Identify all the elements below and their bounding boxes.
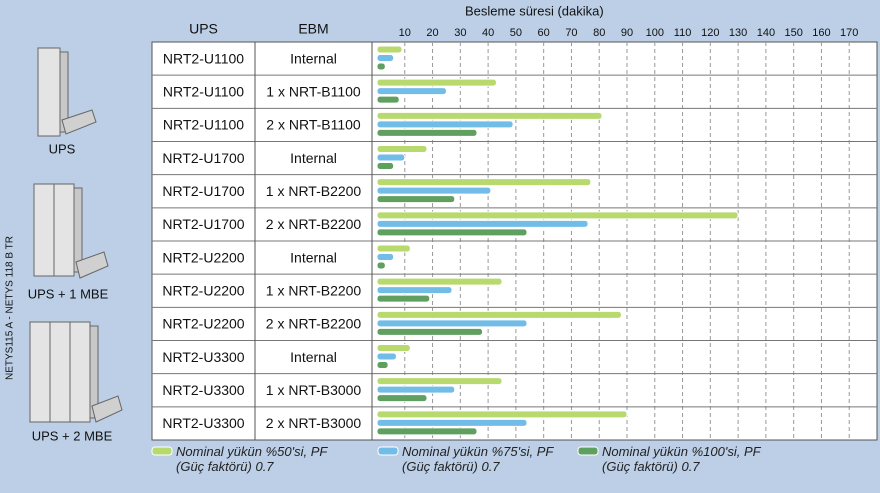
- bar: [376, 87, 447, 96]
- bar: [376, 394, 428, 403]
- legend-swatch: [151, 446, 173, 456]
- bar: [376, 228, 528, 237]
- row-cell: NRT2-U1700: [162, 150, 244, 166]
- x-tick-label: 150: [784, 27, 802, 39]
- bar: [376, 128, 478, 137]
- row-cell: 1 x NRT-B2200: [266, 282, 362, 298]
- row-cell: Internal: [290, 150, 337, 166]
- bar: [376, 162, 395, 170]
- row-cell: 1 x NRT-B1100: [266, 83, 361, 99]
- x-tick-label: 170: [840, 27, 858, 39]
- row-cell: 1 x NRT-B3000: [266, 382, 362, 398]
- x-tick-label: 50: [510, 27, 522, 39]
- bar: [376, 261, 386, 270]
- bar: [376, 45, 403, 54]
- bar: [376, 344, 411, 352]
- bar: [376, 111, 603, 120]
- x-tick-label: 140: [757, 27, 775, 39]
- bar: [376, 145, 428, 153]
- row-cell: NRT2-U1100: [163, 50, 244, 66]
- bar: [376, 319, 528, 328]
- row-cell: 1 x NRT-B2200: [266, 183, 362, 199]
- ups-mbe1-icon: [33, 183, 109, 279]
- x-tick-label: 110: [674, 27, 692, 39]
- x-tick-label: 160: [812, 27, 830, 39]
- bar: [376, 195, 456, 204]
- row-cell: NRT2-U2200: [162, 249, 244, 265]
- bar: [376, 178, 592, 187]
- axis-title: Besleme süresi (dakika): [465, 3, 604, 18]
- x-tick-label: 80: [593, 27, 605, 39]
- side-label: UPS: [49, 141, 76, 156]
- bar: [376, 95, 400, 104]
- x-tick-label: 20: [426, 27, 438, 39]
- row-cell: NRT2-U1100: [163, 83, 244, 99]
- x-tick-label: 30: [454, 27, 466, 39]
- row-cell: Internal: [290, 349, 337, 365]
- bar: [376, 327, 484, 336]
- legend-swatch: [577, 446, 599, 456]
- row-cell: Internal: [290, 249, 337, 265]
- row-cell: NRT2-U1700: [162, 183, 244, 199]
- row-cell: NRT2-U3300: [162, 349, 244, 365]
- row-cell: NRT2-U3300: [162, 382, 244, 398]
- legend-label: Nominal yükün %75'si, PF (Güç faktörü) 0…: [402, 444, 554, 474]
- x-tick-label: 130: [729, 27, 747, 39]
- bar: [376, 153, 406, 162]
- bar: [376, 120, 514, 129]
- row-cell: 2 x NRT-B3000: [266, 415, 362, 431]
- bar: [376, 277, 503, 286]
- bar: [376, 253, 395, 261]
- bar: [376, 186, 492, 195]
- column-header: UPS: [189, 21, 218, 37]
- bar: [376, 418, 528, 427]
- bar: [376, 427, 478, 436]
- x-tick-label: 40: [482, 27, 494, 39]
- bar: [376, 54, 395, 62]
- bar: [376, 385, 456, 394]
- x-tick-label: 120: [701, 27, 719, 39]
- column-header: EBM: [298, 21, 328, 37]
- row-cell: NRT2-U1100: [163, 117, 244, 133]
- x-tick-label: 10: [399, 27, 411, 39]
- row-cell: NRT2-U2200: [162, 282, 244, 298]
- row-cell: NRT2-U1700: [162, 216, 244, 232]
- x-tick-label: 100: [646, 27, 664, 39]
- row-cell: 2 x NRT-B1100: [266, 117, 361, 133]
- bar: [376, 219, 589, 228]
- x-tick-label: 70: [565, 27, 577, 39]
- ups-mbe2-icon: [29, 321, 123, 423]
- bar: [376, 294, 431, 303]
- document-code: NETYS115 A - NETYS 118 B TR: [5, 236, 16, 380]
- side-label: UPS + 2 MBE: [32, 428, 113, 443]
- legend-label: Nominal yükün %50'si, PF (Güç faktörü) 0…: [176, 444, 328, 474]
- bar: [376, 244, 411, 253]
- bar: [376, 62, 386, 71]
- x-tick-label: 60: [538, 27, 550, 39]
- bar: [376, 286, 453, 295]
- bar: [376, 410, 628, 419]
- ups-icon: [37, 47, 97, 137]
- row-cell: Internal: [290, 50, 337, 66]
- bar: [376, 377, 503, 386]
- bar: [376, 352, 397, 361]
- row-cell: NRT2-U3300: [162, 415, 244, 431]
- bar: [376, 361, 389, 369]
- legend-swatch: [377, 446, 399, 456]
- bar: [376, 78, 497, 87]
- bar: [376, 211, 739, 220]
- row-cell: 2 x NRT-B2200: [266, 316, 362, 332]
- side-label: UPS + 1 MBE: [28, 286, 109, 301]
- row-cell: 2 x NRT-B2200: [266, 216, 362, 232]
- x-tick-label: 90: [621, 27, 633, 39]
- row-cell: NRT2-U2200: [162, 316, 244, 332]
- legend-label: Nominal yükün %100'si, PF (Güç faktörü) …: [602, 444, 761, 474]
- bar: [376, 310, 622, 319]
